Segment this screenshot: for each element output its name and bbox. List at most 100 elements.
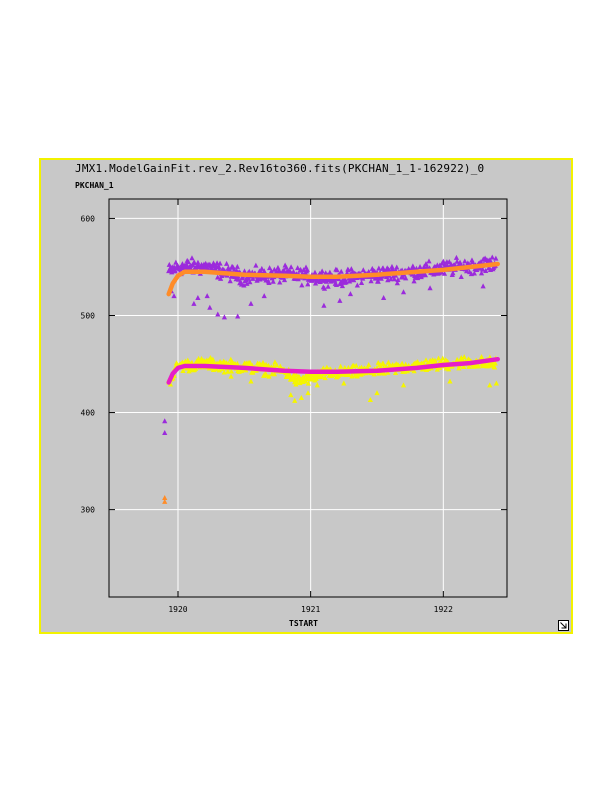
data-point-series-2 (305, 380, 311, 386)
data-point-series-1 (394, 280, 400, 286)
data-point-series-1 (218, 275, 224, 281)
data-point-series-1 (271, 266, 277, 272)
data-point-series-1 (389, 263, 395, 269)
data-point-series-1 (321, 302, 327, 308)
data-point-series-2 (225, 368, 231, 374)
data-point-series-2 (392, 370, 399, 376)
data-point-series-1 (334, 267, 340, 273)
data-point-series-2 (421, 360, 427, 366)
data-point-series-1 (215, 311, 221, 317)
data-point-series-1 (410, 265, 417, 271)
data-point-series-1 (247, 279, 253, 285)
data-point-series-1 (337, 297, 343, 303)
data-point-series-2 (274, 362, 280, 368)
data-point-series-1 (480, 266, 486, 272)
data-point-series-2 (411, 368, 417, 374)
data-point-series-1 (338, 268, 344, 274)
data-point-series-1 (346, 278, 353, 284)
data-point-series-2 (492, 364, 498, 370)
data-point-series-1 (288, 264, 294, 270)
data-point-series-2 (192, 365, 199, 371)
data-point-series-2 (461, 363, 467, 369)
data-point-series-1 (246, 268, 252, 274)
data-point-series-1 (281, 277, 288, 283)
chart: 1920 1921 1922 300 400 500 600 (81, 198, 508, 614)
data-point-series-1 (221, 314, 228, 320)
data-point-series-2 (435, 355, 442, 361)
data-point-series-2 (330, 372, 337, 378)
data-point-series-2 (298, 395, 304, 400)
data-point-series-1 (483, 268, 489, 274)
data-point-series-1 (354, 282, 360, 288)
data-point-series-1 (427, 285, 433, 291)
data-point-series-1 (241, 282, 247, 288)
data-point-series-2 (475, 363, 482, 369)
data-point-series-2 (288, 392, 294, 398)
data-point-series-1 (332, 277, 338, 283)
x-tick-label: 1921 (301, 605, 320, 614)
y-axis-label: PKCHAN_1 (75, 181, 114, 190)
y-tick-label: 300 (81, 506, 96, 515)
fit-line-2 (166, 356, 500, 385)
data-point-series-1 (454, 258, 460, 264)
data-point-series-1 (381, 295, 387, 301)
data-point-series-2 (400, 382, 407, 388)
data-point-series-1 (391, 276, 397, 282)
data-point-series-1 (224, 260, 230, 266)
data-point-series-1 (351, 277, 357, 283)
data-point-series-1 (347, 291, 354, 297)
data-point-series-2 (367, 396, 373, 402)
data-point-series-1 (493, 255, 499, 261)
data-point-series-1 (458, 274, 464, 280)
data-point-series-1 (283, 264, 289, 270)
chart-title: JMX1.ModelGainFit.rev_2.Rev16to360.fits(… (75, 162, 485, 175)
data-point-series-1 (464, 268, 470, 274)
data-point-series-1 (478, 259, 484, 265)
data-point-series-1 (301, 267, 307, 273)
data-point-series-2 (266, 373, 272, 379)
data-point-series-2 (493, 380, 499, 386)
data-point-series-1 (321, 285, 328, 291)
data-point-series-1 (295, 265, 301, 271)
data-point-series-1 (304, 266, 310, 272)
x-tick-label: 1922 (434, 605, 453, 614)
data-point-series-1 (395, 277, 401, 283)
data-point-series-2 (216, 367, 223, 373)
data-point-series-2 (466, 363, 472, 369)
data-point-series-1 (185, 259, 192, 265)
data-point-series-1 (191, 300, 197, 306)
y-tick-label: 500 (81, 311, 96, 320)
data-point-series-1 (376, 265, 382, 271)
data-point-series-1 (394, 264, 400, 270)
data-point-series-1 (453, 254, 460, 260)
data-point-series-2 (447, 378, 453, 384)
data-point-series-1 (462, 258, 468, 264)
data-point-series-2 (234, 360, 240, 366)
data-point-series-1 (339, 283, 346, 289)
data-point-series-1 (207, 304, 213, 310)
data-point-series-2 (207, 354, 214, 360)
data-point-series-1 (250, 275, 256, 281)
y-tick-label: 400 (81, 409, 96, 418)
data-point-series-3 (162, 429, 168, 435)
data-point-series-1 (325, 283, 331, 289)
data-point-series-2 (271, 363, 277, 369)
data-point-series-1 (259, 265, 265, 271)
data-point-series-1 (358, 280, 365, 286)
data-point-series-2 (319, 373, 325, 379)
resize-corner-icon[interactable] (558, 620, 569, 631)
data-point-series-1 (480, 283, 486, 289)
data-point-series-1 (299, 282, 305, 288)
data-point-series-1 (189, 255, 195, 261)
data-point-series-1 (171, 293, 177, 299)
data-point-series-1 (235, 276, 242, 282)
data-point-series-1 (241, 268, 248, 274)
data-point-series-2 (271, 371, 277, 377)
data-point-series-2 (198, 355, 205, 361)
data-point-series-1 (244, 280, 250, 286)
data-point-series-1 (411, 278, 417, 284)
data-point-series-2 (341, 380, 347, 386)
data-point-series-2 (305, 390, 311, 396)
data-point-series-2 (277, 363, 283, 369)
data-point-series-2 (180, 368, 186, 374)
